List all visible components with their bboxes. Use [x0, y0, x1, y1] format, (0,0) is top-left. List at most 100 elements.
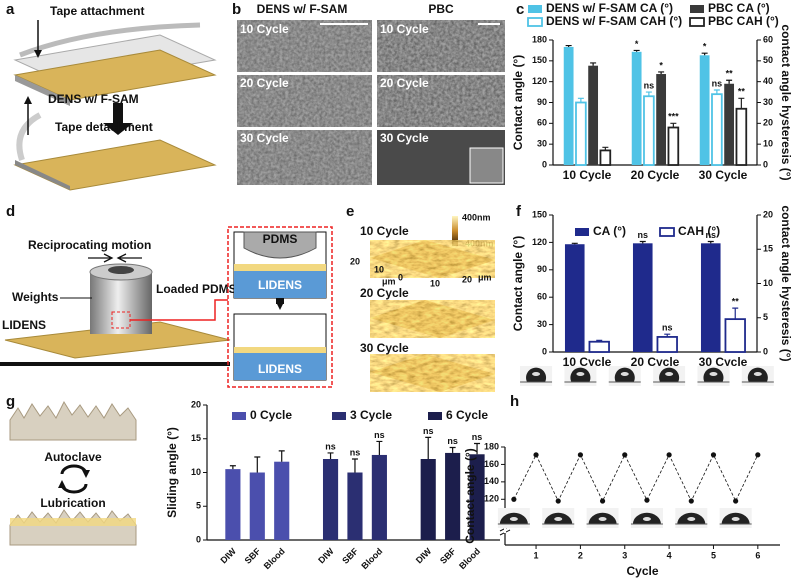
panel-letter: b	[232, 1, 241, 18]
significance: *	[703, 42, 707, 52]
droplet-shine	[709, 372, 718, 376]
panel-letter: f	[516, 203, 522, 220]
error-bar	[602, 146, 609, 151]
lidens-layer	[234, 350, 326, 380]
significance: ns	[350, 447, 361, 457]
x-tick-label: 10 Cycle	[563, 355, 612, 369]
arrow	[276, 298, 284, 304]
panel-d: d Reciprocating motion Weights Loaded PD…	[0, 203, 333, 388]
point	[533, 452, 539, 458]
bar	[631, 51, 642, 165]
significance: *	[635, 39, 639, 49]
y-axis-label: Contact angle (°)	[511, 236, 525, 331]
y2-tick-label: 20	[763, 209, 773, 219]
droplet-shine	[576, 372, 585, 376]
y-tick-label: 0	[542, 346, 547, 356]
panel-letter: g	[6, 393, 15, 410]
label: Reciprocating motion	[28, 238, 151, 252]
inset	[469, 147, 504, 184]
error-bar	[278, 450, 285, 462]
panel-letter: e	[346, 203, 354, 220]
x-tick-label: Blood	[359, 546, 384, 571]
legend-swatch	[528, 5, 542, 13]
row-label: 30 Cycle	[380, 131, 429, 145]
gold-layer	[13, 139, 217, 191]
y2-tick-label: 30	[763, 97, 773, 107]
zoom-line	[130, 299, 228, 321]
x-axis-label: Cycle	[626, 564, 658, 578]
point	[555, 498, 561, 504]
bar	[711, 93, 723, 166]
weight	[90, 272, 152, 334]
x-tick-label: Blood	[457, 546, 482, 571]
lubricant	[234, 347, 326, 353]
significance: ns	[325, 441, 336, 451]
error-bar	[726, 79, 733, 84]
bar	[588, 340, 610, 353]
legend-label: 6 Cycle	[446, 408, 488, 422]
point	[755, 452, 761, 458]
surface	[9, 509, 137, 546]
y-tick-label: 140	[484, 476, 499, 486]
droplet-shine	[642, 517, 651, 521]
bar	[575, 101, 587, 166]
legend-label: CA (°)	[593, 224, 626, 238]
droplet-shine	[554, 517, 563, 521]
sem-texture	[237, 130, 372, 185]
label: PDMS	[263, 232, 298, 246]
error-bar	[664, 333, 671, 337]
row-label: 30 Cycle	[240, 131, 289, 145]
y-tick-label: 10	[191, 467, 201, 477]
line	[513, 453, 759, 502]
error-bar	[658, 71, 665, 75]
y-tick-label: 150	[532, 209, 547, 219]
label: LIDENS	[2, 318, 46, 332]
label: Weights	[12, 290, 59, 304]
row-label: 30 Cycle	[360, 341, 409, 355]
panel-g-images: g Autoclave Lubrication	[6, 393, 137, 546]
y2-tick-label: 5	[763, 312, 768, 322]
panel-letter: d	[6, 203, 15, 220]
legend-swatch	[232, 412, 246, 420]
error-bar	[425, 436, 432, 459]
y2-tick-label: 15	[763, 244, 773, 254]
legend-swatch	[690, 5, 704, 13]
afm-texture	[370, 240, 495, 278]
error-bar	[590, 62, 597, 66]
y-tick-label: 15	[191, 433, 201, 443]
panel-e: e 400nm -400nm 10 Cycle 20 Cycle 30 Cycl…	[346, 203, 495, 392]
tape	[16, 112, 42, 161]
error-bar	[738, 97, 745, 109]
panel-a: a Tape attachment DENS w/ F-SAM Tape det…	[6, 1, 217, 191]
afm-texture	[370, 300, 495, 338]
error-bar	[713, 89, 720, 95]
droplet-shine	[509, 517, 518, 521]
y-tick-label: 20	[191, 399, 201, 409]
axis-tick: 10	[374, 264, 384, 274]
axis-tick: 20	[462, 274, 472, 284]
error-bar	[351, 458, 358, 473]
bar	[225, 469, 241, 540]
x-tick-label: 6	[755, 550, 760, 560]
sem-texture	[377, 75, 505, 127]
error-bar	[732, 307, 739, 320]
panel-letter: a	[6, 1, 15, 18]
significance: ns	[472, 432, 483, 442]
label: DENS w/ F-SAM	[48, 92, 139, 106]
bar	[643, 95, 655, 166]
x-tick-label: DIW	[414, 546, 434, 566]
significance: ns	[644, 80, 655, 90]
y-axis-label: Contact angle (°)	[463, 448, 477, 543]
error-bar	[701, 52, 708, 56]
legend-label: 0 Cycle	[250, 408, 292, 422]
motion-arrows	[88, 253, 142, 263]
bar	[667, 126, 680, 166]
significance: ns	[706, 230, 717, 240]
pdms	[243, 231, 317, 259]
error-bar	[707, 240, 714, 244]
arrow-head	[24, 96, 32, 104]
significance: **	[732, 297, 740, 307]
sem-texture	[237, 20, 372, 72]
droplet-shine	[532, 372, 541, 376]
row-label: 20 Cycle	[360, 286, 409, 300]
